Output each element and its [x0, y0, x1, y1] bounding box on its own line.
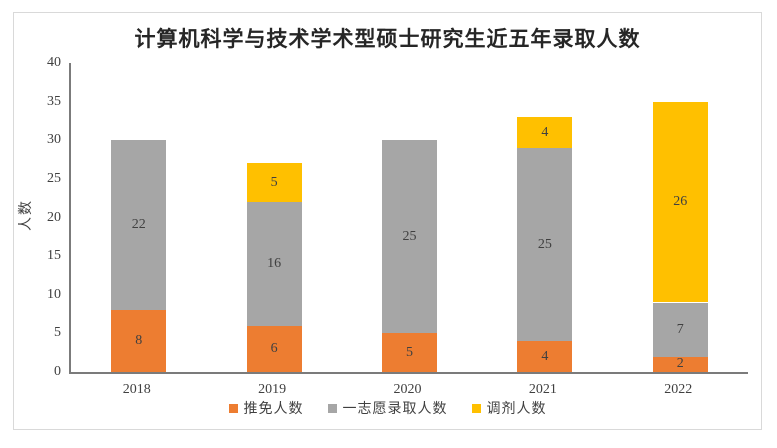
- y-tick-label: 15: [47, 248, 61, 264]
- bar-segment: 25: [382, 140, 437, 334]
- x-tick-label: 2019: [258, 382, 287, 397]
- bar-segment: 16: [246, 202, 302, 326]
- bar-value-label: 25: [402, 228, 417, 244]
- bar-value-label: 4: [541, 348, 549, 364]
- legend-item: 推免人数: [228, 398, 304, 418]
- legend-label: 推免人数: [243, 402, 304, 417]
- bar-value-label: 25: [537, 236, 552, 252]
- chart-title: 计算机科学与技术学术型硕士研究生近五年录取人数: [134, 27, 641, 51]
- x-tick-label: 2022: [664, 382, 693, 397]
- legend-label: 一志愿录取人数: [342, 402, 448, 417]
- chart-frame: 计算机科学与技术学术型硕士研究生近五年录取人数 人数 8 22 6 16 5 5 25 4 25…: [13, 12, 762, 430]
- bar-value-label: 2: [676, 356, 684, 372]
- bar-segment: 8: [111, 310, 167, 372]
- y-tick-label: 20: [47, 209, 61, 225]
- bar-value-label: 8: [135, 333, 143, 349]
- legend-label: 调剂人数: [486, 402, 547, 417]
- x-tick-label: 2020: [393, 382, 422, 397]
- bar-value-label: 16: [267, 255, 282, 271]
- x-tick-label: 2018: [122, 382, 151, 397]
- bar-segment: 26: [652, 101, 708, 303]
- legend-item: 一志愿录取人数: [327, 398, 448, 418]
- bar-segment: 25: [517, 147, 573, 342]
- legend-marker-icon: [471, 403, 481, 413]
- bar-segment: 4: [517, 117, 573, 148]
- bar-segment: 6: [246, 325, 302, 372]
- bar-segment: 2: [652, 356, 708, 372]
- bar-segment: 5: [246, 163, 302, 203]
- y-tick-label: 0: [54, 364, 61, 379]
- legend-marker-icon: [228, 403, 238, 413]
- bar-value-label: 6: [270, 340, 278, 356]
- y-tick-label: 5: [54, 325, 61, 341]
- legend-item: 调剂人数: [471, 398, 547, 418]
- y-tick-label: 40: [47, 55, 61, 70]
- legend-marker-icon: [327, 403, 337, 413]
- bar-value-label: 22: [131, 217, 146, 233]
- bar-segment: 5: [382, 333, 437, 372]
- x-tick-label: 2021: [528, 382, 557, 397]
- y-tick-label: 25: [47, 170, 61, 186]
- bar-segment: 22: [111, 140, 167, 311]
- y-tick-label: 35: [47, 93, 61, 109]
- bar-segment: 7: [652, 302, 708, 357]
- legend: 推免人数 一志愿录取人数 调剂人数: [14, 398, 761, 418]
- bar-value-label: 5: [270, 174, 278, 190]
- bar-value-label: 26: [673, 194, 688, 210]
- bar-segment: 4: [517, 341, 573, 372]
- bar-value-label: 4: [541, 124, 549, 140]
- bar-value-label: 7: [676, 321, 684, 337]
- y-tick-label: 30: [47, 132, 61, 148]
- plot-area: 8 22 6 16 5 5 25 4 25 4 2 7 26: [69, 63, 748, 374]
- y-tick-label: 10: [47, 286, 61, 302]
- bar-value-label: 5: [406, 344, 413, 360]
